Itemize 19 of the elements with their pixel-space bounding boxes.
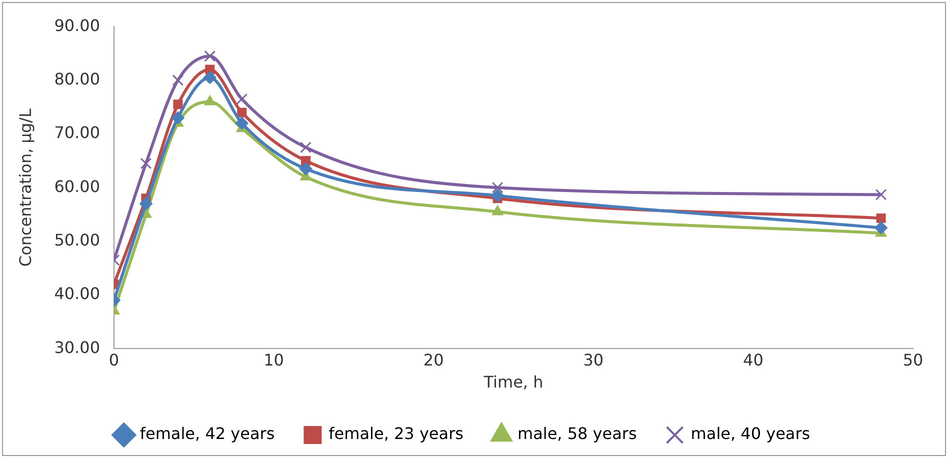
y-tick-label: 60.00 bbox=[54, 176, 100, 196]
legend-label: male, 58 years bbox=[517, 424, 637, 444]
x-tick-label: 40 bbox=[743, 350, 764, 370]
y-tick-label: 90.00 bbox=[54, 16, 100, 35]
y-tick-label: 30.00 bbox=[54, 338, 100, 357]
y-axis-title: Concentration, µg/L bbox=[16, 108, 35, 267]
y-tick-label: 70.00 bbox=[54, 123, 100, 142]
x-tick-label: 10 bbox=[264, 350, 284, 370]
legend-label: male, 40 years bbox=[690, 424, 810, 444]
x-tick-label: 30 bbox=[583, 350, 604, 370]
legend-label: female, 23 years bbox=[328, 424, 464, 444]
x-axis-title: Time, h bbox=[482, 372, 544, 392]
y-tick-label: 80.00 bbox=[54, 69, 100, 88]
y-tick-label: 40.00 bbox=[54, 284, 100, 304]
x-tick-label: 0 bbox=[108, 350, 120, 370]
y-tick-label: 50.00 bbox=[54, 230, 100, 250]
legend-label: female, 42 years bbox=[140, 424, 275, 444]
x-tick-label: 20 bbox=[423, 350, 444, 370]
x-tick-label: 50 bbox=[902, 350, 924, 370]
